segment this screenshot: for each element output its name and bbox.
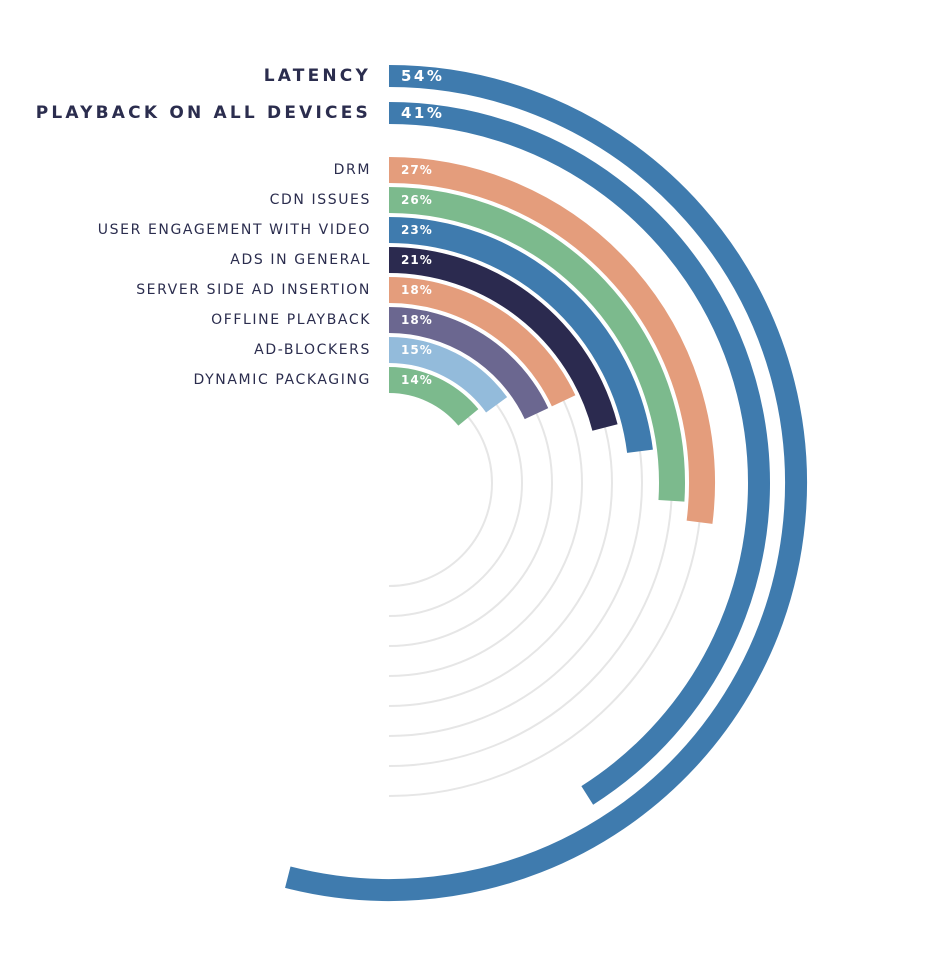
value-label: 18%: [401, 313, 433, 327]
value-label: 14%: [401, 373, 433, 387]
bar-user-engagement-with-video: [388, 217, 653, 453]
value-label: 54%: [401, 67, 444, 85]
bar-ad-blockers: [388, 337, 508, 413]
bar-offline-playback: [388, 307, 549, 420]
value-label: 18%: [401, 283, 433, 297]
category-label: DRM: [334, 162, 371, 178]
category-label: USER ENGAGEMENT WITH VIDEO: [98, 222, 371, 238]
category-label: PLAYBACK ON ALL DEVICES: [36, 103, 371, 123]
bar-dynamic-packaging: [388, 367, 479, 426]
value-label: 26%: [401, 193, 433, 207]
grid-track: [388, 379, 493, 587]
category-label: SERVER SIDE AD INSERTION: [136, 282, 371, 298]
value-label: 27%: [401, 163, 433, 177]
bar-playback-on-all-devices: [388, 102, 770, 805]
category-label: CDN ISSUES: [270, 192, 371, 208]
bar-drm: [388, 157, 715, 524]
bar-cdn-issues: [388, 187, 685, 502]
category-label: OFFLINE PLAYBACK: [211, 312, 371, 328]
bar-ads-in-general: [388, 247, 618, 431]
bar-latency: [285, 65, 807, 901]
category-label: LATENCY: [264, 66, 371, 86]
value-label: 21%: [401, 253, 433, 267]
category-label: ADS IN GENERAL: [230, 252, 371, 268]
value-label: 15%: [401, 343, 433, 357]
value-label: 23%: [401, 223, 433, 237]
category-label: AD-BLOCKERS: [254, 342, 371, 358]
value-label: 41%: [401, 104, 444, 122]
category-label: DYNAMIC PACKAGING: [194, 372, 371, 388]
bar-server-side-ad-insertion: [388, 277, 576, 407]
